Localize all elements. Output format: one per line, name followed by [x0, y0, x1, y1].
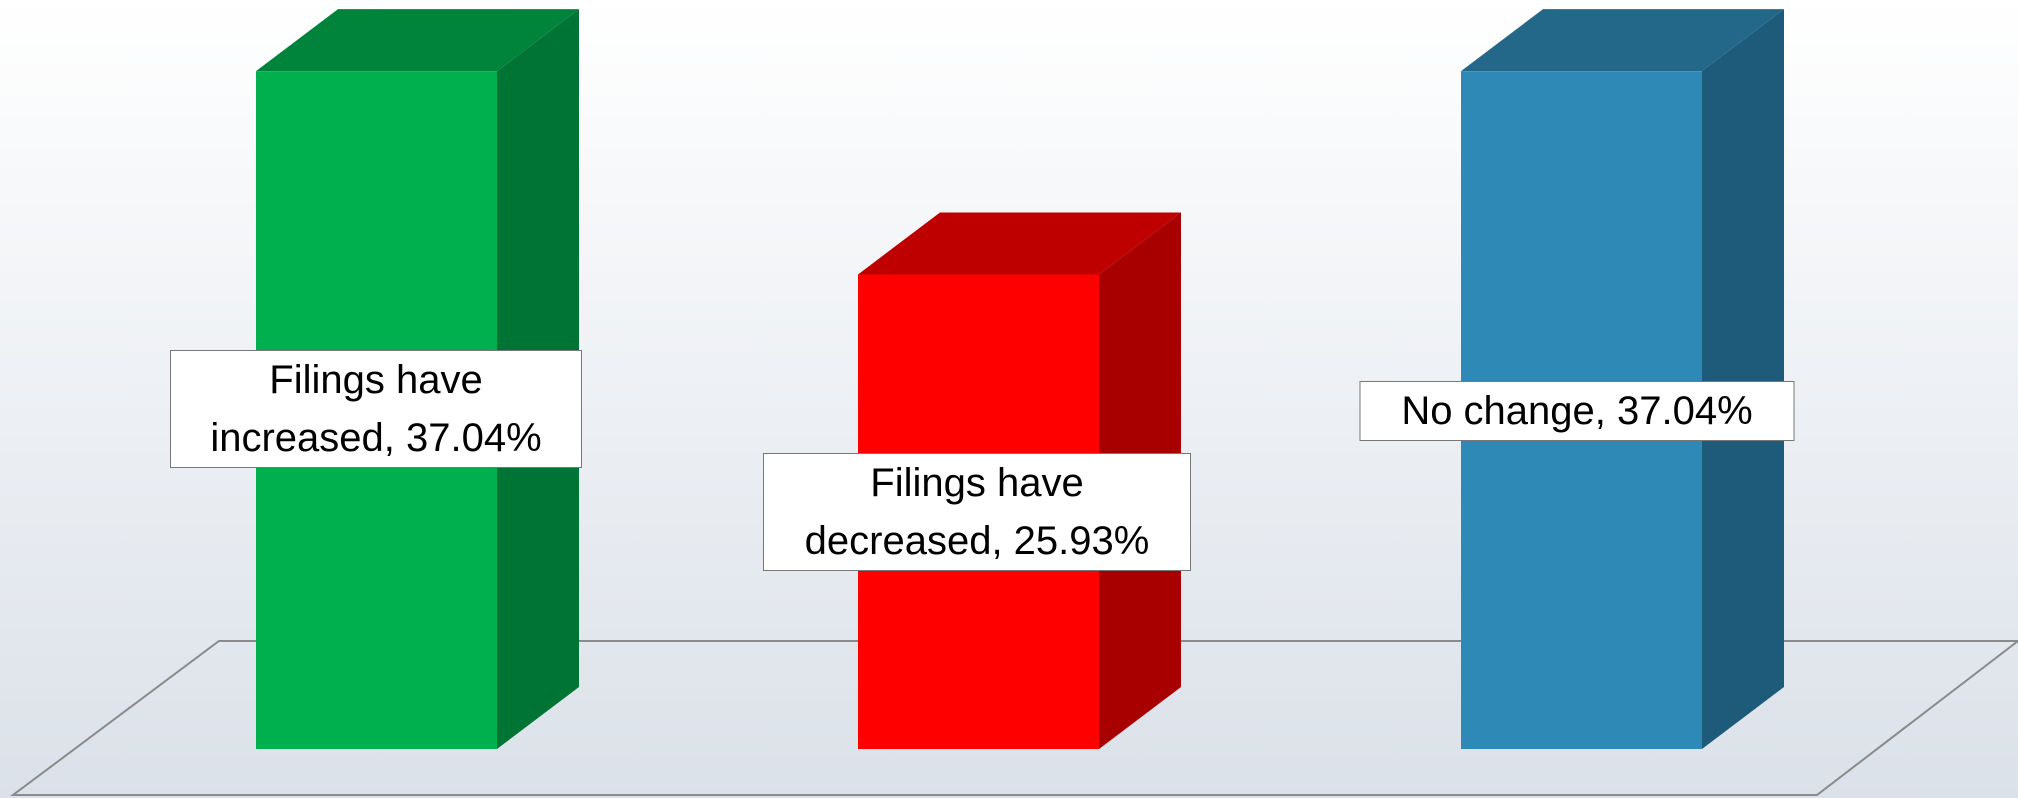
bar-top	[256, 9, 579, 72]
bar-side	[1702, 9, 1784, 749]
data-label: Filings have increased, 37.04%	[170, 350, 582, 468]
bar-top	[858, 212, 1181, 275]
bar-top	[1461, 9, 1784, 72]
data-label: Filings have decreased, 25.93%	[763, 453, 1191, 571]
data-label: No change, 37.04%	[1359, 381, 1795, 441]
floor	[9, 640, 2018, 796]
